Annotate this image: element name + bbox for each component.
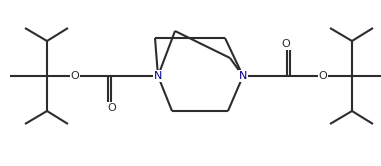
Text: O: O bbox=[107, 103, 116, 113]
Text: N: N bbox=[239, 71, 247, 81]
Text: O: O bbox=[282, 39, 290, 49]
Text: N: N bbox=[154, 71, 162, 81]
Text: O: O bbox=[70, 71, 79, 81]
Text: O: O bbox=[319, 71, 327, 81]
